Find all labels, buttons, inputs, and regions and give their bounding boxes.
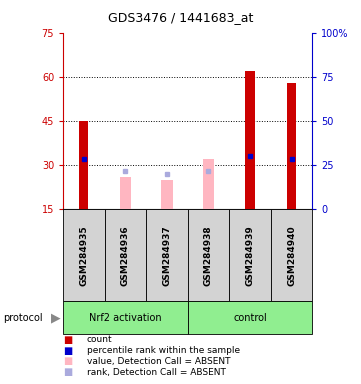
Text: ■: ■ [63,356,73,366]
Bar [161,180,173,209]
Text: GSM284936: GSM284936 [121,225,130,286]
Bar [271,209,312,301]
Bar [105,209,146,301]
Text: rank, Detection Call = ABSENT: rank, Detection Call = ABSENT [87,367,226,377]
Text: GSM284935: GSM284935 [79,225,88,286]
Text: Nrf2 activation: Nrf2 activation [89,313,162,323]
Text: percentile rank within the sample: percentile rank within the sample [87,346,240,355]
Text: control: control [233,313,267,323]
Text: GSM284938: GSM284938 [204,225,213,286]
Bar [229,209,271,301]
Text: ■: ■ [63,367,73,377]
Text: ■: ■ [63,346,73,356]
Text: GSM284940: GSM284940 [287,225,296,286]
Bar [63,301,188,334]
Text: ■: ■ [63,335,73,345]
Bar [188,209,229,301]
Bar [203,159,214,209]
Text: GSM284937: GSM284937 [162,225,171,286]
Text: count: count [87,335,112,344]
Bar [79,121,88,209]
Text: protocol: protocol [4,313,43,323]
Bar [188,301,312,334]
Text: value, Detection Call = ABSENT: value, Detection Call = ABSENT [87,357,230,366]
Bar [146,209,188,301]
Bar [287,83,296,209]
Bar [63,209,105,301]
Bar [119,177,131,209]
Text: GSM284939: GSM284939 [245,225,255,286]
Text: GDS3476 / 1441683_at: GDS3476 / 1441683_at [108,11,253,24]
Text: ▶: ▶ [51,311,61,324]
Bar [245,71,255,209]
